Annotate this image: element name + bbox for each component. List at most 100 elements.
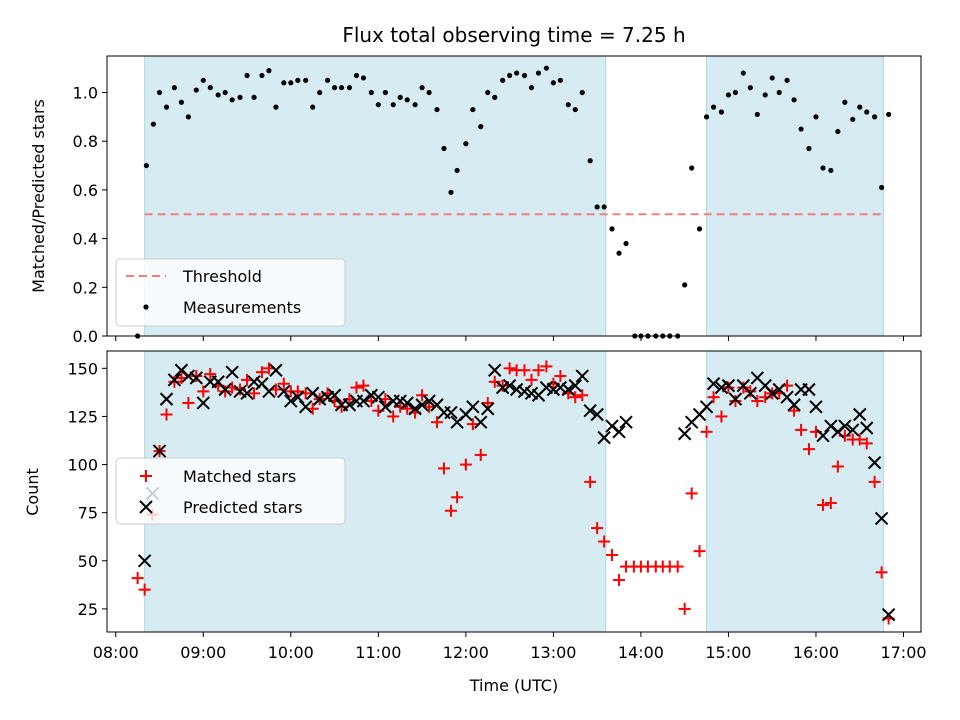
predicted-cross-b [816,428,830,443]
predicted-cross-b [247,375,261,389]
predicted-star-point [342,398,357,412]
measurement-point [338,85,345,91]
predicted-star-point [422,394,436,408]
measurement-point [215,92,221,98]
measurement-point [703,114,710,120]
predicted-star-point [240,386,254,401]
matched-legend-swatch [140,470,152,482]
predicted-cross-b [583,403,597,418]
matched-star-point [466,418,479,431]
measurement-point [535,70,542,76]
matched-star-point [671,560,684,573]
predicted-star-point [269,363,283,377]
matched-star-point [525,373,538,386]
predicted-cross-b [408,402,422,416]
top-panel: 0.0 0.2 0.4 0.6 0.8 1.0 Matched/Predicted sta… [29,55,922,346]
y-tick-label: 0.8 [73,132,98,151]
predicted-cross-b [488,363,502,377]
x-tick-label: 14:00 [618,643,664,662]
predicted-cross-b [371,390,386,404]
matched-star-point [437,462,450,475]
measurement-point [762,92,768,98]
matched-star-point [416,389,429,402]
matched-star-point [335,400,348,413]
y-tick-label: 125 [67,407,98,426]
predicted-cross-b [225,365,239,379]
observing-interval [706,56,884,336]
predicted-star-point [247,375,261,389]
measurement-point [550,80,556,86]
predicted-cross-b [356,394,371,408]
y-tick-label: 0.6 [73,181,98,200]
measurement-point [404,97,410,103]
predicted-cross-b [736,378,751,393]
x-tick-label: 11:00 [355,643,401,662]
predicted-star-point [575,369,589,383]
matched-star-point [503,362,516,375]
predicted-cross-b [860,421,874,435]
measurement-point [500,77,506,83]
measurement-point [266,68,272,74]
bottom-y-axis-label: Count [23,468,42,516]
predicted-star-point [881,607,896,622]
matched-star-point [591,522,604,535]
measurement-point [317,89,323,96]
predicted-star-point [838,419,852,433]
measurement-point [193,87,199,93]
matched-star-point [182,396,195,409]
predicted-star-point [867,455,882,470]
matched-star-point [700,425,713,438]
measurement-point [346,85,353,91]
measurement-point [864,109,870,115]
measurement-point [426,89,432,96]
predicted-cross-b [809,400,823,414]
predicted-star-point [481,402,495,416]
predicted-star-point [816,428,830,443]
y-tick-label: 50 [78,552,98,571]
matched-star-point [459,458,472,471]
measurement-point [886,111,892,118]
measurement-point [281,80,287,86]
predicted-legend-label: Predicted stars [183,498,303,517]
predicted-cross-b [780,390,794,404]
measurement-point [470,106,476,113]
matched-star-point [357,379,370,392]
measurement-point [303,77,309,83]
bottom-y-ticks: 25 50 75 100 125 150 [67,359,107,619]
matched-star-point [788,404,801,417]
predicted-cross-b [211,375,225,389]
predicted-cross-b [284,394,298,408]
predicted-star-point [312,392,327,406]
predicted-star-point [262,384,276,399]
predicted-star-point [298,400,313,414]
measurement-point [207,85,213,91]
measurement-point [353,72,360,79]
measurement-point [528,85,535,91]
predicted-star-point [597,430,611,445]
predicted-cross-b [233,384,247,399]
measurement-point [820,165,826,171]
predicted-cross-b [706,377,721,391]
matched-star-point [737,381,750,394]
y-tick-label: 1.0 [73,84,98,103]
predicted-star-point [706,377,721,391]
predicted-star-point [743,386,758,401]
measurement-point [434,106,440,113]
predicted-star-point [371,390,386,404]
predicted-star-point [853,407,867,422]
matched-star-point [598,535,611,548]
predicted-star-point [612,425,626,439]
measurement-point [368,89,374,96]
x-tick-label: 17:00 [880,643,926,662]
measurement-point [150,121,156,127]
predicted-star-point [408,402,422,416]
predicted-cross-b [612,425,626,439]
predicted-cross-b [867,455,882,470]
predicted-stars-points [137,363,896,622]
matched-star-point [729,395,742,408]
predicted-cross-b [524,386,539,401]
matched-star-point [678,602,691,615]
x-tick-label: 08:00 [93,643,139,662]
matched-star-point [554,370,567,383]
predicted-cross-b [743,386,758,401]
